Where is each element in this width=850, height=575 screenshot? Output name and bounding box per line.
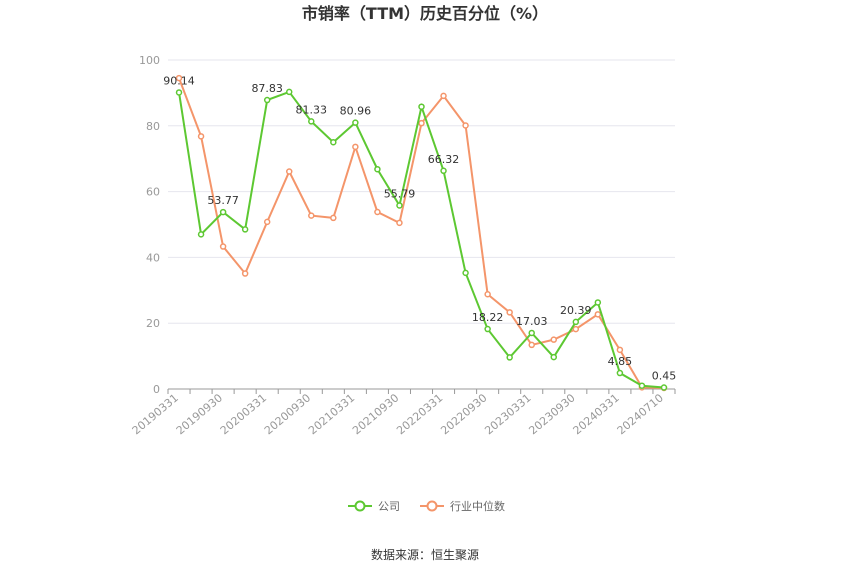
data-label: 80.96: [340, 105, 372, 118]
y-tick-label: 20: [146, 317, 160, 330]
x-tick-label: 20200331: [218, 391, 269, 437]
data-point-company[interactable]: [175, 89, 183, 96]
legend-item-company[interactable]: 公司: [378, 500, 400, 513]
data-point-company[interactable]: [462, 269, 469, 277]
data-point-company[interactable]: [308, 118, 315, 125]
data-point-company[interactable]: [263, 96, 271, 104]
data-point-company[interactable]: [219, 208, 227, 216]
data-point-company[interactable]: [352, 119, 359, 126]
data-point-company[interactable]: [396, 202, 403, 209]
data-point-industry-median[interactable]: [285, 168, 293, 175]
data-point-company[interactable]: [572, 318, 580, 326]
x-tick-label: 20190930: [174, 391, 225, 437]
legend-item-industry-median[interactable]: 行业中位数: [450, 499, 505, 513]
data-point-industry-median[interactable]: [418, 119, 425, 127]
data-label: 0.45: [652, 370, 677, 383]
x-tick-label: 20210930: [350, 391, 401, 437]
data-point-company[interactable]: [285, 88, 293, 96]
chart-title: 市销率（TTM）历史百分位（%）: [302, 4, 548, 23]
y-tick-label: 0: [153, 383, 160, 396]
y-tick-label: 60: [146, 186, 160, 199]
data-point-company[interactable]: [638, 382, 646, 389]
x-tick-label: 20220930: [438, 391, 489, 437]
data-point-company[interactable]: [550, 353, 558, 361]
data-point-company[interactable]: [616, 369, 624, 377]
data-point-company[interactable]: [528, 329, 535, 337]
data-label: 20.39: [560, 304, 592, 317]
data-point-industry-median[interactable]: [594, 311, 602, 318]
y-tick-label: 100: [139, 54, 160, 67]
data-point-industry-median[interactable]: [506, 309, 513, 316]
data-label: 4.85: [608, 355, 633, 368]
x-tick-label: 20230331: [482, 391, 533, 437]
data-point-company[interactable]: [484, 325, 491, 333]
data-label: 87.83: [251, 82, 283, 95]
legend-marker-company: [354, 500, 366, 512]
data-point-industry-median[interactable]: [241, 270, 249, 277]
legend[interactable]: 公司 行业中位数: [348, 499, 505, 513]
legend-marker-industry-median: [426, 500, 438, 512]
data-point-industry-median[interactable]: [572, 325, 580, 333]
data-label: 90.14: [163, 74, 195, 87]
x-tick-label: 20240331: [571, 391, 622, 437]
y-tick-label: 80: [146, 120, 160, 133]
data-point-company[interactable]: [506, 354, 513, 361]
source-note: 数据来源：恒生聚源: [371, 547, 479, 562]
data-point-company[interactable]: [330, 139, 337, 146]
data-point-industry-median[interactable]: [396, 219, 403, 227]
data-point-industry-median[interactable]: [462, 122, 469, 129]
data-label: 66.32: [428, 153, 460, 166]
y-axis: 0 20 40 60 80 100: [139, 54, 160, 396]
data-point-company[interactable]: [418, 103, 425, 110]
x-tick-label: 20200930: [262, 391, 313, 437]
data-point-industry-median[interactable]: [308, 212, 315, 219]
series-line-company: [178, 90, 665, 389]
data-point-company[interactable]: [440, 167, 447, 175]
x-tick-label: 20240710: [615, 391, 666, 437]
data-label: 53.77: [207, 194, 239, 207]
data-point-industry-median[interactable]: [374, 208, 381, 216]
data-label: 81.33: [296, 103, 328, 116]
data-labels: 90.14 53.77 87.83 81.33 80.96 55.79 66.32 18.22…: [163, 74, 676, 382]
data-point-industry-median[interactable]: [352, 143, 359, 151]
data-label: 18.22: [472, 311, 504, 324]
data-point-company[interactable]: [660, 384, 668, 391]
y-tick-label: 40: [146, 251, 160, 264]
data-point-industry-median[interactable]: [616, 346, 624, 354]
data-point-industry-median[interactable]: [263, 218, 271, 226]
data-point-industry-median[interactable]: [550, 336, 558, 343]
data-label: 17.03: [516, 315, 548, 328]
data-point-industry-median[interactable]: [219, 243, 227, 250]
data-point-company[interactable]: [241, 226, 249, 233]
data-point-industry-median[interactable]: [440, 92, 447, 100]
data-point-industry-median[interactable]: [197, 133, 205, 140]
x-tick-label: 20190331: [130, 391, 181, 437]
data-point-company[interactable]: [374, 165, 381, 173]
series-layer: [175, 74, 668, 392]
x-tick-label: 20210331: [306, 391, 357, 437]
data-label: 55.79: [384, 187, 416, 200]
x-tick-label: 20230930: [526, 391, 577, 437]
data-point-industry-median[interactable]: [175, 74, 183, 82]
x-axis: 2019033120190930202003312020093020210331…: [130, 388, 676, 437]
x-tick-label: 20220331: [394, 391, 445, 437]
data-point-company[interactable]: [197, 231, 205, 238]
grid: [168, 59, 675, 324]
data-point-industry-median[interactable]: [330, 214, 337, 222]
data-point-industry-median[interactable]: [484, 290, 491, 298]
data-point-industry-median[interactable]: [528, 341, 535, 349]
data-point-company[interactable]: [594, 299, 602, 306]
